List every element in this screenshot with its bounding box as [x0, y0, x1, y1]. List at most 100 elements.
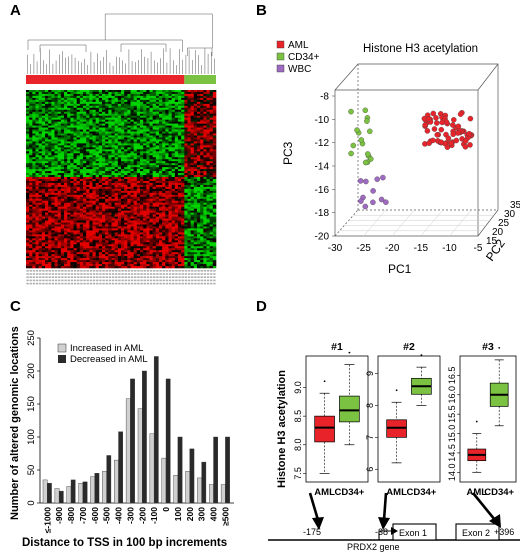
bar-xlabel: Distance to TSS in 100 bp increments	[22, 537, 227, 549]
scatter-point	[422, 122, 428, 128]
bar-xtick-label: -200	[137, 507, 147, 524]
bar-xtick-label: ≥500	[220, 507, 230, 526]
bar-ytick-label: 100	[26, 429, 37, 445]
legend-label-increased: Increased in AML	[70, 343, 143, 354]
boxplot-frame	[459, 355, 517, 483]
arrowhead-1	[312, 517, 324, 530]
scatter-point	[348, 108, 354, 115]
scatter-point	[434, 120, 440, 126]
pc2-tick-label: 15	[486, 236, 498, 247]
bar	[137, 408, 143, 504]
pc3-tick-label: -8	[320, 92, 329, 103]
scatter-point	[453, 137, 460, 144]
position-label-2: -38	[375, 527, 388, 537]
bar	[66, 486, 72, 504]
scatter3d-panel: Histone H3 acetylation AML CD34+ WBC -8 -…	[276, 40, 520, 276]
bar	[173, 475, 179, 504]
scatter-point	[364, 118, 370, 124]
bar-xtick-label: 0	[161, 507, 171, 512]
scatter-point	[383, 199, 389, 205]
boxplot-tick-label: 6	[365, 467, 375, 472]
bar	[94, 473, 100, 504]
scatter-title: Histone H3 acetylation	[363, 43, 478, 55]
pc3-tick-label: -20	[315, 232, 330, 243]
boxplot-group-label: AML	[467, 487, 488, 498]
box	[314, 380, 335, 474]
scatter-points	[348, 107, 475, 210]
panel-letter-b: B	[256, 2, 267, 19]
bar	[201, 461, 207, 504]
boxplot-title: #3	[482, 341, 494, 353]
bar-xtick-label: 300	[197, 507, 207, 521]
scatter-point	[370, 199, 376, 206]
scatter-point	[374, 176, 380, 182]
scatter-point	[424, 128, 431, 134]
pc2-tick-label: 25	[498, 218, 510, 229]
exon-2-box	[455, 523, 500, 541]
scatter-point	[457, 111, 464, 117]
bar	[130, 378, 135, 504]
bar	[90, 476, 95, 504]
bar-xtick-label: 400	[209, 507, 219, 521]
pc2-tick-label: 30	[504, 209, 516, 220]
exon-1-label: Exon 1	[399, 528, 427, 538]
bar	[220, 484, 226, 504]
sample-labels	[26, 270, 216, 285]
bar	[114, 459, 119, 504]
boxplot-tick-label: 15.0	[447, 425, 457, 443]
pc3-tick-label: -12	[315, 138, 330, 149]
scatter-point	[455, 130, 461, 136]
region-arrows	[308, 492, 497, 521]
scatter-point	[430, 110, 437, 117]
bar	[185, 471, 190, 504]
scatter-point	[445, 135, 452, 141]
box	[411, 354, 432, 406]
pc1-tick-label: -10	[442, 243, 457, 254]
class-bar-cd34	[184, 75, 216, 84]
box	[489, 346, 509, 427]
arrowhead-2	[378, 517, 390, 530]
pc2-tick-label: 20	[492, 227, 504, 238]
box-ylabel: Histone H3 acetylation	[276, 370, 288, 488]
scatter-point	[363, 178, 369, 185]
position-label-1: -175	[303, 527, 321, 537]
scatter-point	[438, 139, 445, 145]
scatter-point	[362, 203, 369, 210]
legend-label-wbc: WBC	[288, 64, 311, 75]
boxplot-tick-label: 7.5	[293, 467, 303, 480]
scatter-point	[358, 198, 364, 204]
scatter-point	[378, 196, 385, 203]
bar	[58, 490, 64, 504]
bar-axes: 0 50 100 150 200 250 ≤-1000 -900 -800 -700 -600 -50…	[26, 330, 234, 533]
scatter-point	[462, 138, 469, 144]
bar	[213, 436, 218, 504]
box	[386, 389, 407, 464]
scatter-point	[357, 178, 364, 184]
heatmap-cells	[26, 90, 217, 269]
boxplot-group-label: CD34+	[406, 487, 436, 498]
bar	[47, 482, 52, 504]
exon-2-label: Exon 2	[462, 528, 490, 538]
scatter-point	[431, 126, 438, 132]
legend-swatch-aml	[276, 40, 285, 49]
boxplot-tick-label: 8.5	[293, 410, 303, 423]
scatter-point	[425, 116, 432, 122]
pc1-tick-label: -20	[385, 243, 400, 254]
bar-chart-panel: Number of altered genomic locations Dist…	[9, 326, 234, 549]
boxplot-group-label: CD34+	[484, 487, 514, 498]
tss-arrowhead	[391, 527, 398, 535]
pc1-tick-label: -30	[328, 243, 343, 254]
boxplot-group-label: AML	[386, 487, 407, 498]
bar-xtick-label: -400	[114, 507, 124, 524]
bar-xtick-label: -100	[149, 507, 159, 524]
boxplot-title: #1	[331, 341, 343, 353]
boxplot-group-label: AML	[314, 487, 335, 498]
legend-label-decreased: Decreased in AML	[70, 354, 148, 365]
scatter-box-frame	[334, 63, 499, 237]
bar	[142, 370, 147, 504]
gene-diagram: Exon 1 Exon 2 PRDX2 gene -175 -38 +396	[268, 492, 520, 552]
boxplot-tick-label: 9.0	[293, 381, 303, 394]
pc1-tick-label: -15	[414, 243, 429, 254]
panel-letter-d: D	[256, 298, 267, 315]
